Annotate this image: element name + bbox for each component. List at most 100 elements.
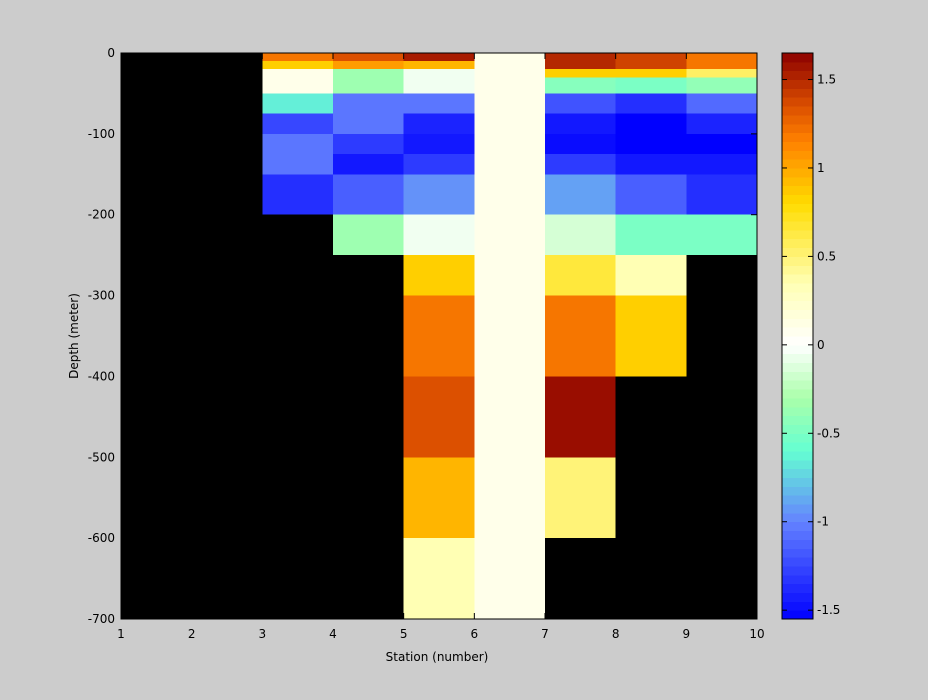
x-tick-label: 9: [683, 627, 691, 641]
heatmap-cell: [686, 174, 757, 215]
colorbar-swatch: [782, 450, 813, 461]
heatmap-cell: [615, 113, 687, 134]
colorbar-swatch: [782, 610, 813, 620]
heatmap-cell: [333, 69, 404, 94]
colorbar-swatch: [782, 389, 813, 399]
heatmap-cell: [262, 113, 333, 134]
colorbar-tick-label: -1: [817, 515, 829, 529]
colorbar-swatch: [782, 583, 813, 593]
heatmap-cell: [403, 255, 475, 296]
colorbar-swatch: [782, 282, 813, 293]
colorbar-swatch: [782, 468, 813, 478]
colorbar-swatch: [782, 574, 813, 585]
heatmap-cell: [615, 53, 687, 70]
heatmap-cell: [686, 154, 757, 175]
colorbar-swatch: [782, 397, 813, 408]
colorbar-swatch: [782, 318, 813, 328]
colorbar-swatch: [782, 548, 813, 558]
heatmap-cell: [686, 214, 757, 256]
heatmap-cell: [545, 174, 616, 215]
heatmap-cell: [615, 255, 687, 296]
colorbar-swatch: [782, 114, 813, 125]
x-tick-label: 4: [329, 627, 337, 641]
colorbar-swatch: [782, 88, 813, 98]
colorbar-swatch: [782, 203, 813, 213]
colorbar-swatch: [782, 477, 813, 487]
colorbar-swatch: [782, 486, 813, 496]
heatmap-cell: [545, 133, 616, 155]
colorbar-swatch: [782, 336, 813, 346]
y-axis-label: Depth (meter): [67, 293, 81, 379]
heatmap-cell: [403, 53, 475, 62]
heatmap-cell: [686, 93, 757, 114]
colorbar-swatch: [782, 229, 813, 240]
colorbar-swatch: [782, 539, 813, 549]
y-tick-label: -100: [88, 127, 115, 141]
heatmap-cell: [403, 133, 475, 155]
colorbar-swatch: [782, 353, 813, 364]
heatmap-cell: [545, 154, 616, 175]
heatmap-cell: [545, 69, 616, 78]
heatmap-cell: [333, 93, 404, 114]
heatmap-cell: [262, 174, 333, 215]
plot-frame: [120, 52, 758, 620]
heatmap-cell: [403, 538, 475, 619]
x-tick-label: 10: [749, 627, 764, 641]
colorbar-swatch: [782, 371, 813, 381]
colorbar-swatch: [782, 61, 813, 72]
heatmap-cell: [333, 154, 404, 175]
heatmap-cell: [333, 174, 404, 215]
y-tick-label: -600: [88, 531, 115, 545]
colorbar-frame: [781, 52, 814, 620]
colorbar-swatch: [782, 504, 813, 514]
heatmap-cell: [686, 53, 757, 70]
colorbar-swatch: [782, 362, 813, 372]
colorbar-tick-label: 0.5: [817, 249, 836, 263]
heatmap-cell: [262, 133, 333, 175]
heatmap-cell: [615, 133, 687, 155]
heatmap-cell: [686, 133, 757, 155]
colorbar-swatch: [782, 194, 813, 204]
heatmap-cell: [474, 53, 545, 619]
colorbar-swatch: [782, 132, 813, 142]
heatmap-cell: [615, 174, 687, 215]
heatmap-cell: [333, 113, 404, 134]
colorbar-swatch: [782, 212, 813, 222]
axes: 1 2 3 4 5 6 7 8 9 10 0 -100 -200 -300 -400 -500 -600 -700: [88, 46, 765, 641]
colorbar-swatch: [782, 247, 813, 257]
heatmap-cell: [545, 53, 616, 70]
colorbar-swatch: [782, 459, 813, 470]
colorbar-swatch: [782, 442, 813, 452]
colorbar-swatch: [782, 159, 813, 169]
x-tick-label: 8: [612, 627, 620, 641]
colorbar-swatch: [782, 256, 813, 266]
x-axis-label: Station (number): [386, 650, 489, 664]
colorbar-swatch: [782, 424, 813, 434]
heatmap-cell: [686, 69, 757, 78]
colorbar-swatch: [782, 265, 813, 275]
heatmap-cell: [545, 295, 616, 377]
heatmap-cell: [615, 93, 687, 114]
heatmap-cell: [403, 154, 475, 175]
colorbar-swatch: [782, 601, 813, 611]
heatmap-cell: [403, 295, 475, 377]
heatmap-cell: [333, 53, 404, 62]
heatmap-cell: [545, 93, 616, 114]
colorbar-swatch: [782, 530, 813, 540]
heatmap-cell: [262, 93, 333, 114]
y-tick-label: -400: [88, 369, 115, 383]
y-tick-label: -700: [88, 612, 115, 626]
heatmap-cell: [333, 61, 404, 70]
colorbar-swatch: [782, 221, 813, 231]
colorbar-swatch: [782, 309, 813, 319]
colorbar: -1.5 -1 -0.5 0 0.5 1 1.5: [781, 52, 840, 620]
heatmap-cell: [262, 69, 333, 94]
x-tick-label: 2: [188, 627, 196, 641]
heatmap-cell: [545, 255, 616, 296]
colorbar-swatch: [782, 123, 813, 134]
heatmap-cell: [615, 214, 687, 256]
heatmap-cell: [545, 214, 616, 256]
colorbar-tick-label: -1.5: [817, 603, 840, 617]
colorbar-swatch: [782, 557, 813, 567]
colorbar-swatch: [782, 380, 813, 390]
